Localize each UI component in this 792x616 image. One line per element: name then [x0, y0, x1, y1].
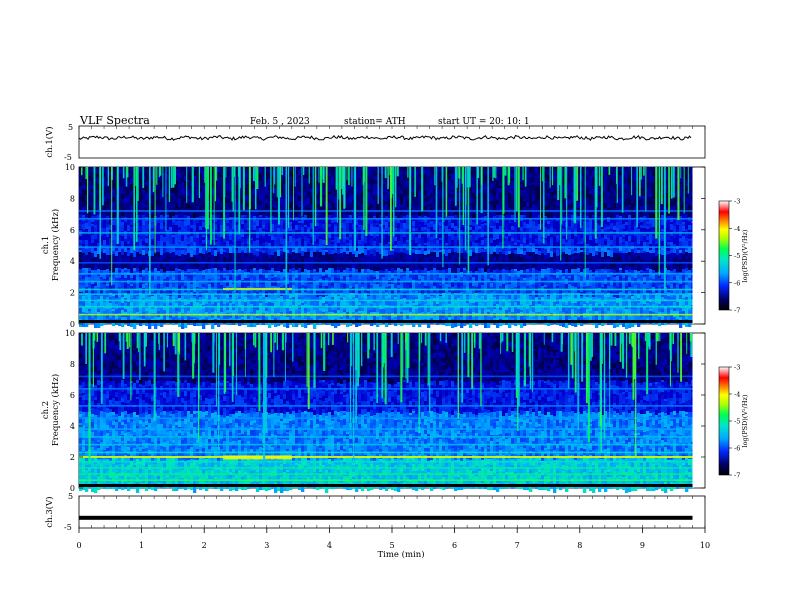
ch2-spectrogram-image — [79, 333, 705, 493]
ytick-label: 10 — [65, 329, 75, 338]
ytick-label: 10 — [65, 163, 75, 172]
ytick-label: 2 — [70, 289, 75, 298]
ytick-label: 2 — [70, 453, 75, 462]
colorbar-tick-label: -5 — [734, 252, 740, 260]
xtick-label: 1 — [139, 541, 144, 550]
ch1-waveform-line — [78, 134, 692, 141]
ch3-ytick-top: 5 — [68, 492, 73, 501]
start-ut-label: start UT = 20: 10: 1 — [438, 117, 530, 127]
ch1-ytick-bottom: -5 — [64, 153, 72, 162]
ch1-spectrogram-panel: 0 2 4 6 8 10 ch.1 Frequency (kHz) — [41, 163, 706, 329]
ch2-spectrogram-panel: 0 2 4 6 8 10 ch.2 Frequency (kHz) — [41, 329, 706, 493]
colorbar-tick-label: -4 — [734, 225, 740, 233]
ch1-colorbar-ticks: -3 -4 -5 -6 -7 — [729, 198, 740, 315]
xtick-label: 3 — [264, 541, 269, 550]
xtick-label: 6 — [452, 541, 457, 550]
colorbar-tick-label: -4 — [734, 391, 740, 399]
xtick-label: 4 — [327, 541, 332, 550]
xtick-label: 8 — [577, 541, 582, 550]
ch2-colorbar-label: log(PSD)(V²/Hz) — [741, 394, 749, 447]
ytick-label: 0 — [70, 484, 75, 493]
ch2-colorbar-gradient — [718, 366, 730, 476]
ytick-label: 8 — [70, 194, 75, 203]
ytick-label: 6 — [70, 391, 75, 400]
colorbar-tick-label: -5 — [734, 418, 740, 426]
ytick-label: 4 — [70, 257, 75, 266]
ch3-ylabel: ch.3(V) — [44, 496, 55, 527]
ch1-waveform-frame — [78, 125, 706, 159]
ch1-colorbar: -3 -4 -5 -6 -7 log(PSD)(V²/Hz) — [718, 198, 749, 315]
ch3-ytick-bottom: -5 — [64, 523, 72, 532]
xtick-label: 9 — [640, 541, 645, 550]
x-axis: 0 1 2 3 4 5 6 7 8 9 10 — [76, 126, 710, 550]
ch1-spec-ylabel-line2: Frequency (kHz) — [50, 209, 61, 281]
ytick-label: 8 — [70, 360, 75, 369]
chart-title: VLF Spectra — [79, 114, 150, 127]
ytick-label: 6 — [70, 226, 75, 235]
colorbar-tick-label: -7 — [734, 307, 740, 315]
ch1-colorbar-label: log(PSD)(V²/Hz) — [741, 229, 749, 282]
date-label: Feb. 5 , 2023 — [250, 117, 310, 127]
colorbar-tick-label: -6 — [734, 279, 740, 287]
ch1-yticks: 0 2 4 6 8 10 — [65, 163, 705, 329]
ch1-ylabel: ch.1(V) — [44, 126, 55, 157]
colorbar-tick-label: -3 — [734, 198, 740, 206]
ch3-waveform-frame — [78, 495, 706, 529]
xtick-label: 7 — [515, 541, 520, 550]
colorbar-tick-label: -7 — [734, 472, 740, 480]
xtick-label: 5 — [389, 541, 394, 550]
xtick-label: 0 — [76, 541, 81, 550]
ch3-waveform-panel: 5 -5 ch.3(V) — [44, 492, 706, 532]
station-label: station= ATH — [344, 117, 406, 127]
ch3-waveform-line — [79, 515, 693, 520]
x-axis-label: Time (min) — [377, 549, 424, 560]
xtick-label: 2 — [202, 541, 207, 550]
ch1-spec-ylabel-line1: ch.1 — [41, 236, 51, 254]
ch2-spec-ylabel-line1: ch.2 — [41, 401, 51, 419]
ch2-yticks: 0 2 4 6 8 10 — [65, 329, 705, 493]
ytick-label: 0 — [70, 320, 75, 329]
colorbar-tick-label: -3 — [734, 364, 740, 372]
ch2-spec-ylabel-line2: Frequency (kHz) — [50, 374, 61, 446]
ch2-colorbar-ticks: -3 -4 -5 -6 -7 — [729, 364, 740, 480]
ch1-colorbar-gradient — [718, 200, 730, 311]
xtick-label: 10 — [700, 541, 710, 550]
ch1-ytick-top: 5 — [68, 123, 73, 132]
ch2-colorbar: -3 -4 -5 -6 -7 log(PSD)(V²/Hz) — [718, 364, 749, 480]
ch1-waveform-panel: 5 -5 ch.1(V) — [44, 123, 706, 162]
ch1-spectrogram-image — [79, 167, 705, 329]
colorbar-tick-label: -6 — [734, 445, 740, 453]
ytick-label: 4 — [70, 422, 75, 431]
